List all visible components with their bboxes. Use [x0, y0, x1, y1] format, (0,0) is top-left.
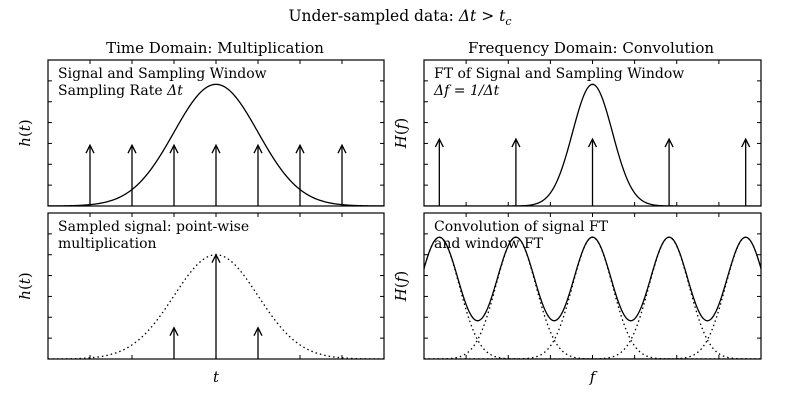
arrow-1 [211, 253, 221, 359]
figure-suptitle: Under-sampled data: Δt > tc [288, 7, 511, 28]
column-title-time: Time Domain: Multiplication [106, 39, 324, 57]
arrow-3 [664, 137, 674, 206]
arrow-head [295, 143, 305, 154]
series-line-component-1 [424, 236, 761, 359]
arrow-head [253, 326, 263, 337]
plot-area [424, 236, 761, 359]
arrow-1 [511, 137, 521, 206]
annotation-line-0: FT of Signal and Sampling Window [434, 66, 684, 82]
arrow-5 [295, 143, 305, 206]
y-axis-label: h(t) [16, 119, 34, 146]
arrow-head [211, 143, 221, 154]
arrow-head [169, 326, 179, 337]
arrow-head [337, 143, 347, 154]
arrow-head [434, 137, 444, 148]
plot-area [424, 83, 761, 206]
arrow-0 [434, 137, 444, 206]
arrow-head [741, 137, 751, 148]
axis-ticks [48, 213, 384, 359]
arrow-4 [741, 137, 751, 206]
y-axis-label: H(f) [392, 118, 410, 149]
arrow-head [85, 143, 95, 154]
y-axis-label: H(f) [392, 271, 410, 302]
series-line-component-3 [424, 236, 761, 359]
series-line-0 [424, 83, 761, 206]
arrow-head [253, 143, 263, 154]
arrow-head [127, 143, 137, 154]
annotation-line-1: and window FT [434, 236, 544, 252]
axis-ticks [48, 60, 384, 206]
series-line-component-4 [424, 236, 761, 359]
arrow-2 [253, 326, 263, 359]
plot-area [48, 83, 384, 206]
axis-ticks [424, 213, 761, 359]
arrow-head [511, 137, 521, 148]
arrow-head [587, 137, 598, 148]
arrow-0 [169, 326, 179, 359]
annotation-line-1: Sampling Rate Δt [58, 83, 183, 99]
arrow-head [211, 253, 221, 264]
annotation-line-0: Signal and Sampling Window [58, 66, 267, 82]
annotation-line-0: Sampled signal: point-wise [58, 219, 249, 235]
annotation-line-1: multiplication [58, 236, 157, 252]
column-title-frequency: Frequency Domain: Convolution [468, 39, 714, 57]
panel-time-sampled-signal: Sampled signal: point-wisemultiplication… [16, 212, 385, 386]
x-axis-label: t [213, 368, 220, 386]
series-line-component-2 [424, 236, 761, 359]
series-line-component-0 [424, 236, 761, 359]
annotation-line-0: Convolution of signal FT [434, 219, 609, 235]
axis-ticks [424, 60, 761, 206]
arrow-2 [587, 137, 598, 206]
arrow-6 [337, 143, 347, 206]
x-axis-label: f [589, 368, 598, 386]
arrow-head [169, 143, 179, 154]
y-axis-label: h(t) [16, 272, 34, 299]
arrow-2 [169, 143, 179, 206]
annotation-line-1: Δf = 1/Δt [433, 83, 500, 99]
arrow-0 [85, 143, 95, 206]
arrow-1 [127, 143, 137, 206]
series-line-0 [48, 83, 384, 206]
arrow-4 [253, 143, 263, 206]
arrow-3 [211, 143, 221, 206]
arrow-head [664, 137, 674, 148]
